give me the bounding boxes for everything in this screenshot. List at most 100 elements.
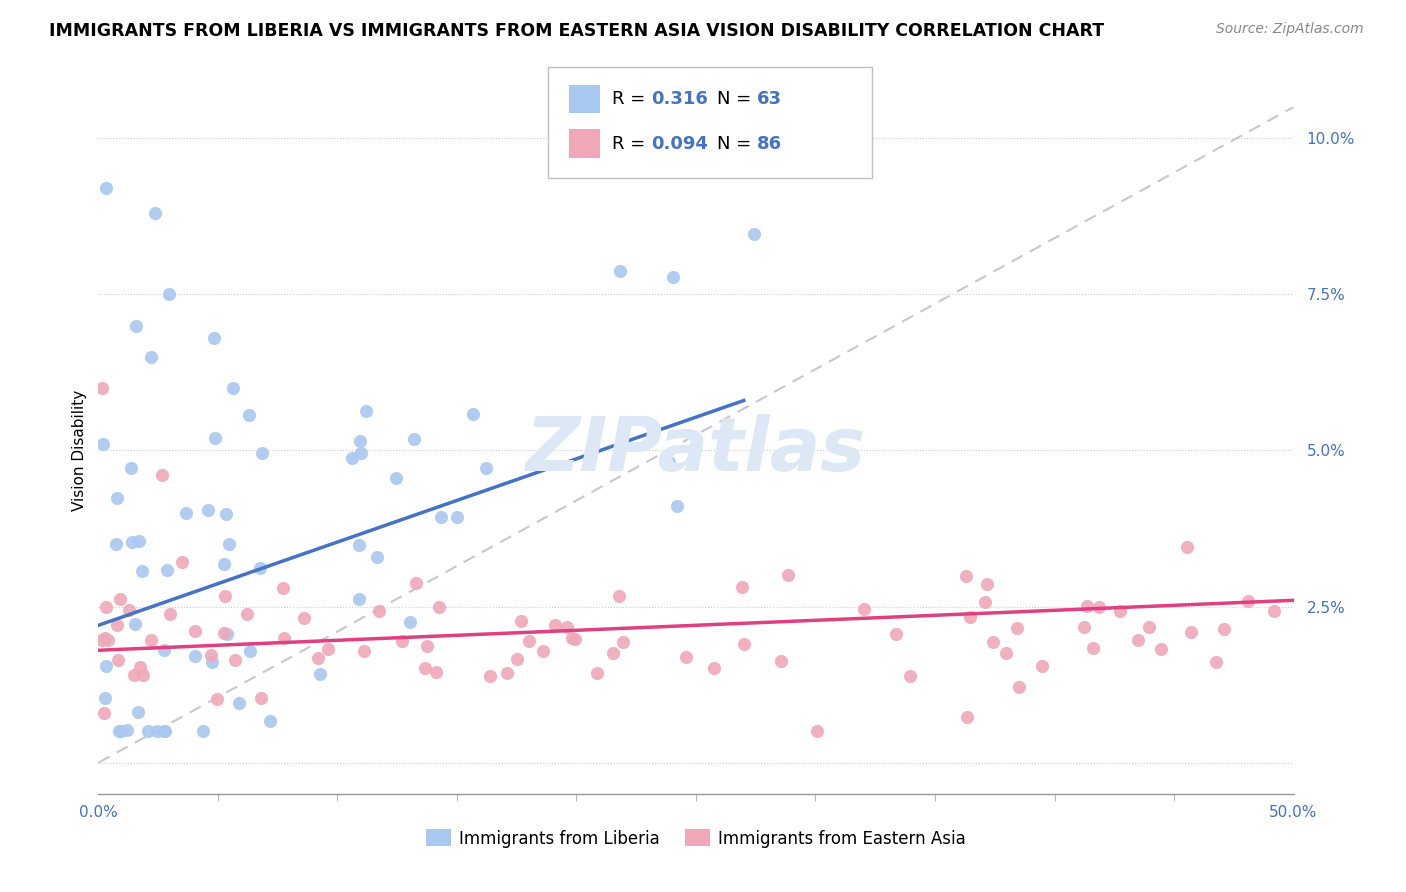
Point [703,661,725,675]
Point [1087,600,1109,615]
Point [769,654,792,668]
Point [94,691,117,706]
Text: 86: 86 [756,135,782,153]
Point [976,577,998,591]
Point [806,724,828,739]
Point [191,724,214,739]
Point [852,602,875,616]
Point [155,724,177,739]
Point [742,227,765,242]
Point [959,610,981,624]
Point [356,404,378,418]
Point [139,350,162,364]
Point [221,381,243,395]
Point [544,618,567,632]
Point [124,318,146,333]
Point [1150,642,1173,657]
Point [612,635,634,649]
Point [429,600,451,615]
Point [184,624,207,638]
Point [1175,541,1198,555]
Point [1031,659,1053,673]
Point [479,669,502,683]
Point [731,580,754,594]
Point [128,660,150,674]
Point [172,555,194,569]
Point [607,589,630,603]
Text: 0.094: 0.094 [651,135,707,153]
Point [104,537,127,551]
Point [602,646,624,660]
Point [214,589,236,603]
Point [228,696,250,710]
Point [271,581,294,595]
Point [238,408,260,422]
Point [399,615,422,629]
Point [778,568,800,582]
Text: R =: R = [612,90,651,108]
Point [425,665,447,679]
Point [202,331,225,345]
Point [350,446,373,460]
Point [474,461,496,475]
Point [495,665,517,680]
Point [517,633,540,648]
Point [183,648,205,663]
Point [217,627,239,641]
Point [121,534,143,549]
Point [316,642,339,657]
Point [555,620,578,634]
Point [340,451,363,466]
Point [658,455,681,469]
Point [1128,633,1150,648]
Point [391,633,413,648]
Point [981,635,1004,649]
Point [218,537,240,551]
Point [108,724,131,739]
Point [97,633,120,648]
Point [153,724,176,739]
Point [159,607,181,621]
Point [139,633,162,648]
Point [205,691,228,706]
Point [510,614,533,628]
Point [662,270,685,285]
Point [153,643,176,657]
Point [250,691,273,706]
Point [91,437,114,451]
Point [1083,641,1105,656]
Point [105,617,128,632]
Point [93,706,115,720]
Point [367,604,389,618]
Point [249,561,271,575]
Point [120,460,142,475]
Point [136,724,159,739]
Point [1180,625,1202,640]
Point [212,626,235,640]
Point [259,714,281,729]
Point [1139,620,1161,634]
Point [1076,599,1098,613]
Y-axis label: Vision Disability: Vision Disability [72,390,87,511]
Point [402,432,425,446]
Point [107,653,129,667]
Point [94,600,117,615]
Point [105,491,128,505]
Point [586,666,609,681]
Point [250,446,273,460]
Point [118,603,141,617]
Point [666,499,689,513]
Point [349,434,371,448]
Text: N =: N = [717,135,756,153]
Point [122,667,145,681]
Point [94,632,117,646]
Point [353,644,375,658]
Point [94,658,117,673]
Text: IMMIGRANTS FROM LIBERIA VS IMMIGRANTS FROM EASTERN ASIA VISION DISABILITY CORREL: IMMIGRANTS FROM LIBERIA VS IMMIGRANTS FR… [49,22,1104,40]
Point [90,381,112,395]
Point [1108,603,1130,617]
Point [1205,655,1227,669]
Point [200,648,222,662]
Point [564,632,586,646]
Point [201,655,224,669]
